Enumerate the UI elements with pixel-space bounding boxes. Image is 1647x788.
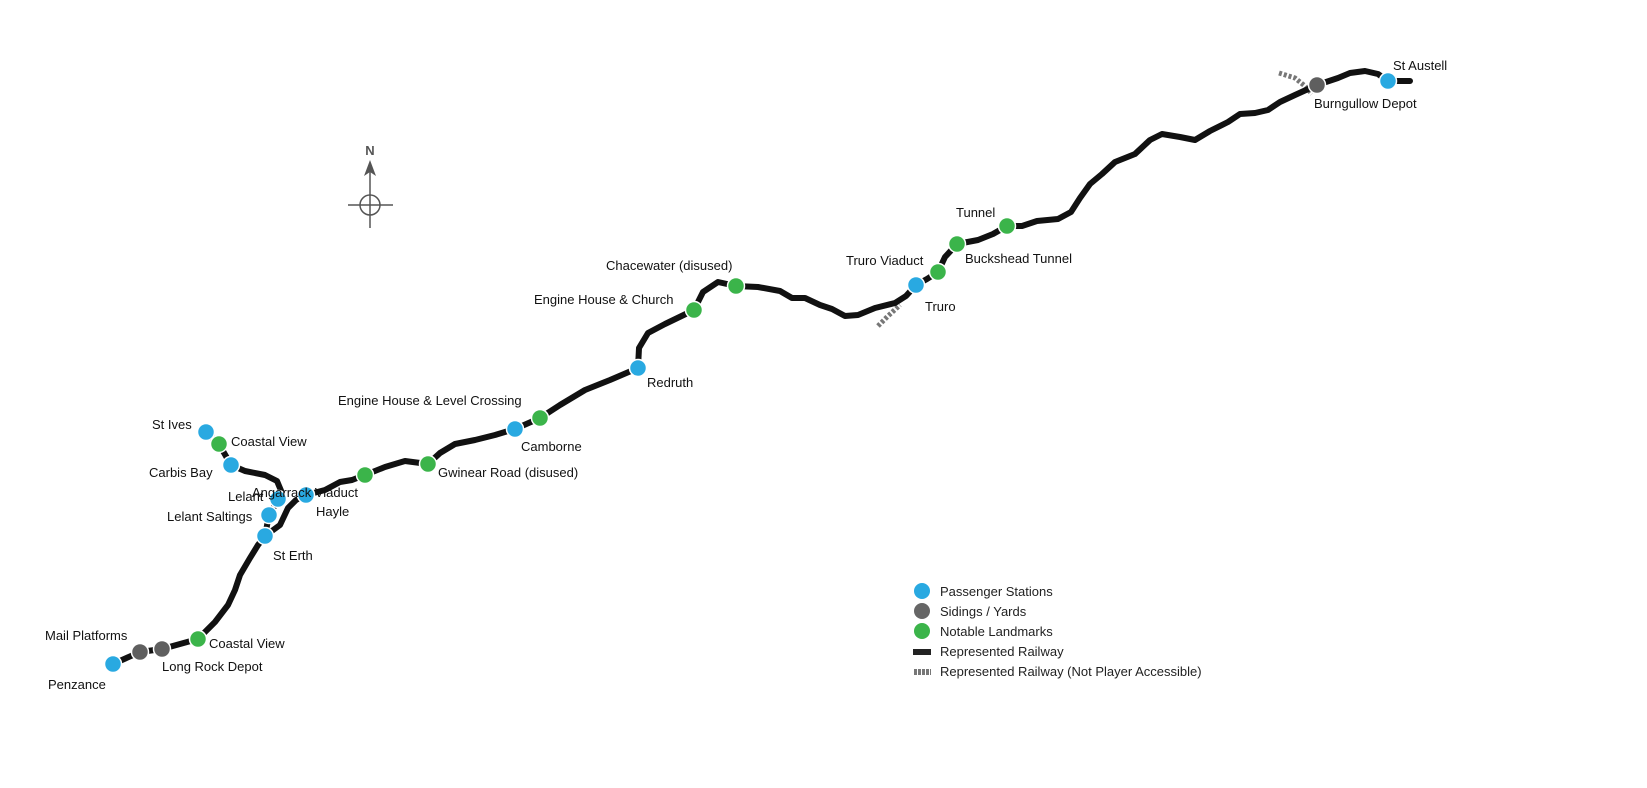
passenger-marker: [1378, 71, 1398, 91]
landmark-marker: [188, 629, 208, 649]
station-label: Truro Viaduct: [846, 253, 924, 268]
station-label: Redruth: [647, 375, 693, 390]
station-label: Truro: [925, 299, 956, 314]
sidings-marker: [1307, 75, 1327, 95]
legend-label: Represented Railway: [940, 644, 1064, 659]
station-label: St Austell: [1393, 58, 1447, 73]
sidings-marker: [152, 639, 172, 659]
station-label: Gwinear Road (disused): [438, 465, 578, 480]
north-label: N: [365, 143, 374, 158]
legend-label: Represented Railway (Not Player Accessib…: [940, 664, 1202, 679]
legend: Passenger Stations Sidings / Yards Notab…: [913, 583, 1202, 679]
station-label: Carbis Bay: [149, 465, 213, 480]
legend-label: Notable Landmarks: [940, 624, 1053, 639]
legend-railway-icon: [913, 649, 931, 655]
passenger-marker: [906, 275, 926, 295]
passenger-marker: [221, 455, 241, 475]
passenger-marker: [505, 419, 525, 439]
main-railway-line: [110, 68, 1413, 667]
station-label: Penzance: [48, 677, 106, 692]
legend-label: Sidings / Yards: [940, 604, 1027, 619]
passenger-marker: [196, 422, 216, 442]
landmark-marker: [209, 434, 229, 454]
station-label: Hayle: [316, 504, 349, 519]
passenger-marker: [259, 505, 279, 525]
landmark-marker: [684, 300, 704, 320]
station-label: Angarrack Viaduct: [252, 485, 358, 500]
passenger-marker: [268, 489, 288, 509]
landmark-marker: [928, 262, 948, 282]
station-label: Buckshead Tunnel: [965, 251, 1072, 266]
station-label: Coastal View: [231, 434, 307, 449]
landmark-marker: [530, 408, 550, 428]
landmark-marker: [418, 454, 438, 474]
north-arrow-icon: [364, 160, 376, 176]
passenger-marker: [103, 654, 123, 674]
station-label: Long Rock Depot: [162, 659, 263, 674]
passenger-marker: [296, 485, 316, 505]
station-label: Coastal View: [209, 636, 285, 651]
station-label: Chacewater (disused): [606, 258, 732, 273]
sidings-marker: [130, 642, 150, 662]
compass-rose: N: [348, 143, 393, 228]
station-label: Lelant Saltings: [167, 509, 253, 524]
station-label: Engine House & Level Crossing: [338, 393, 522, 408]
legend-label: Passenger Stations: [940, 584, 1053, 599]
station-label: Lelant: [228, 489, 264, 504]
landmark-marker: [997, 216, 1017, 236]
landmark-marker: [355, 465, 375, 485]
station-label: Mail Platforms: [45, 628, 128, 643]
station-label: Camborne: [521, 439, 582, 454]
passenger-marker: [628, 358, 648, 378]
station-label: St Erth: [273, 548, 313, 563]
station-label: Tunnel: [956, 205, 995, 220]
station-label: St Ives: [152, 417, 192, 432]
landmark-marker: [947, 234, 967, 254]
legend-passenger-icon: [914, 583, 930, 599]
passenger-marker: [255, 526, 275, 546]
legend-landmark-icon: [914, 623, 930, 639]
landmark-marker: [726, 276, 746, 296]
station-label: Engine House & Church: [534, 292, 673, 307]
legend-sidings-icon: [914, 603, 930, 619]
station-label: Burngullow Depot: [1314, 96, 1417, 111]
